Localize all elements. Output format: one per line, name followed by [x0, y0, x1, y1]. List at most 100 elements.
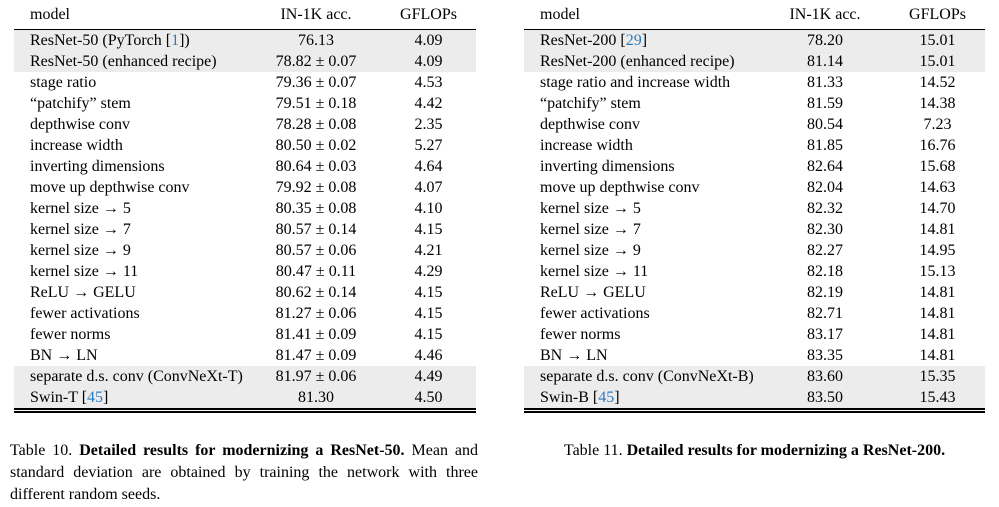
gflops-cell: 14.95 — [919, 242, 956, 259]
citation-link[interactable]: 45 — [87, 389, 104, 406]
in1k-acc-cell: 80.57 ± 0.06 — [275, 242, 357, 259]
gflops-cell: 4.50 — [414, 389, 443, 406]
table-row: fewer norms 81.41 ± 0.09 4.15 — [14, 324, 476, 345]
table-row: separate d.s. conv (ConvNeXt-B) 83.60 15.3… — [524, 366, 985, 387]
gflops-cell: 4.46 — [414, 347, 443, 364]
in1k-acc-cell: 81.30 — [298, 389, 334, 406]
in1k-acc-cell: 81.33 — [807, 74, 843, 91]
model-cell: Swin-T [45] — [30, 389, 109, 406]
in1k-acc-cell: 81.85 — [807, 137, 843, 154]
in1k-acc-cell: 82.04 — [807, 179, 843, 196]
table-resnet50-results: model IN-1K acc. GFLOPs ResNet-50 (PyTor… — [14, 0, 476, 413]
table-row: inverting dimensions 82.64 15.68 — [524, 156, 985, 177]
table-row: Swin-T [45] 81.30 4.50 — [14, 387, 476, 408]
table-resnet200-results: model IN-1K acc. GFLOPs ResNet-200 [29] 7… — [524, 0, 985, 413]
model-cell: inverting dimensions — [540, 158, 675, 175]
table-row: increase width 80.50 ± 0.02 5.27 — [14, 135, 476, 156]
model-cell: kernel size → 11 — [540, 263, 649, 280]
caption-label: Table 11. — [563, 442, 623, 459]
gflops-cell: 4.49 — [414, 368, 443, 385]
table-row: ResNet-50 (enhanced recipe) 78.82 ± 0.07 4… — [14, 51, 476, 72]
in1k-acc-cell: 83.50 — [807, 389, 843, 406]
table-row: ReLU → GELU 80.62 ± 0.14 4.15 — [14, 282, 476, 303]
table-row: fewer activations 82.71 14.81 — [524, 303, 985, 324]
in1k-acc-cell: 79.92 ± 0.08 — [275, 179, 357, 196]
table-row: move up depthwise conv 79.92 ± 0.08 4.07 — [14, 177, 476, 198]
model-cell: move up depthwise conv — [540, 179, 700, 196]
gflops-cell: 14.81 — [919, 347, 956, 364]
table-row: “patchify” stem 79.51 ± 0.18 4.42 — [14, 93, 476, 114]
table-row: kernel size → 11 82.18 15.13 — [524, 261, 985, 282]
table10-caption: Table 10. Detailed results for modernizi… — [10, 440, 478, 506]
citation-link[interactable]: 1 — [171, 32, 180, 49]
model-cell: depthwise conv — [540, 116, 640, 133]
citation-link[interactable]: 29 — [625, 32, 642, 49]
table-row: ResNet-200 [29] 78.20 15.01 — [524, 30, 985, 51]
gflops-cell: 15.43 — [919, 389, 956, 406]
in1k-acc-cell: 83.35 — [807, 347, 843, 364]
model-cell: ResNet-50 (enhanced recipe) — [30, 53, 217, 70]
model-cell: ReLU → GELU — [540, 284, 646, 301]
gflops-cell: 14.81 — [919, 326, 956, 343]
table-row: separate d.s. conv (ConvNeXt-T) 81.97 ± 0… — [14, 366, 476, 387]
in1k-acc-cell: 80.35 ± 0.08 — [275, 200, 357, 217]
citation-link[interactable]: 45 — [598, 389, 615, 406]
column-header-in1k-acc: IN-1K acc. — [280, 5, 352, 23]
in1k-acc-cell: 80.47 ± 0.11 — [275, 263, 357, 280]
caption-bold-text: Detailed results for modernizing a ResNe… — [79, 442, 405, 459]
in1k-acc-cell: 82.19 — [807, 284, 843, 301]
column-header-model: model — [540, 5, 580, 23]
model-cell: fewer activations — [540, 305, 650, 322]
gflops-cell: 15.35 — [919, 368, 956, 385]
gflops-cell: 14.63 — [919, 179, 956, 196]
model-cell: separate d.s. conv (ConvNeXt-B) — [540, 368, 754, 385]
model-cell: inverting dimensions — [30, 158, 165, 175]
model-cell: fewer activations — [30, 305, 140, 322]
model-cell: kernel size → 5 — [30, 200, 131, 217]
in1k-acc-cell: 81.47 ± 0.09 — [275, 347, 357, 364]
in1k-acc-cell: 78.20 — [807, 32, 843, 49]
gflops-cell: 16.76 — [919, 137, 956, 154]
table-row: Swin-B [45] 83.50 15.43 — [524, 387, 985, 408]
in1k-acc-cell: 82.18 — [807, 263, 843, 280]
in1k-acc-cell: 80.50 ± 0.02 — [275, 137, 357, 154]
table-row: increase width 81.85 16.76 — [524, 135, 985, 156]
table-row: kernel size → 7 82.30 14.81 — [524, 219, 985, 240]
in1k-acc-cell: 80.57 ± 0.14 — [275, 221, 357, 238]
in1k-acc-cell: 81.27 ± 0.06 — [275, 305, 357, 322]
in1k-acc-cell: 83.60 — [807, 368, 843, 385]
table-row: kernel size → 5 80.35 ± 0.08 4.10 — [14, 198, 476, 219]
gflops-cell: 14.81 — [919, 221, 956, 238]
caption-rest-text: Mean and standard deviation are obtained… — [10, 442, 479, 503]
model-cell: Swin-B [45] — [540, 389, 620, 406]
model-cell: ResNet-200 [29] — [540, 32, 648, 49]
model-cell: kernel size → 9 — [30, 242, 131, 259]
in1k-acc-cell: 82.30 — [807, 221, 843, 238]
in1k-acc-cell: 79.51 ± 0.18 — [275, 95, 357, 112]
model-cell: BN → LN — [540, 347, 608, 364]
model-cell: kernel size → 7 — [30, 221, 131, 238]
model-cell: fewer norms — [30, 326, 111, 343]
model-cell: “patchify” stem — [30, 95, 131, 112]
model-cell: kernel size → 7 — [540, 221, 641, 238]
table-row: kernel size → 7 80.57 ± 0.14 4.15 — [14, 219, 476, 240]
table-row: ResNet-50 (PyTorch [1]) 76.13 4.09 — [14, 30, 476, 51]
in1k-acc-cell: 78.82 ± 0.07 — [275, 53, 357, 70]
caption-bold-text: Detailed results for modernizing a ResNe… — [626, 442, 946, 459]
table-row: stage ratio 79.36 ± 0.07 4.53 — [14, 72, 476, 93]
gflops-cell: 15.01 — [919, 32, 956, 49]
table-row: “patchify” stem 81.59 14.38 — [524, 93, 985, 114]
gflops-cell: 4.07 — [414, 179, 443, 196]
table-row: move up depthwise conv 82.04 14.63 — [524, 177, 985, 198]
table-row: inverting dimensions 80.64 ± 0.03 4.64 — [14, 156, 476, 177]
table-body: ResNet-200 [29] 78.20 15.01 ResNet-200 (enh… — [524, 30, 985, 408]
model-cell: increase width — [540, 137, 633, 154]
table-row: ResNet-200 (enhanced recipe) 81.14 15.01 — [524, 51, 985, 72]
model-cell: kernel size → 5 — [540, 200, 641, 217]
model-cell: separate d.s. conv (ConvNeXt-T) — [30, 368, 243, 385]
table-header-row: model IN-1K acc. GFLOPs — [14, 0, 476, 30]
column-header-gflops: GFLOPs — [909, 5, 966, 23]
gflops-cell: 4.15 — [414, 284, 443, 301]
table11-caption: Table 11. Detailed results for modernizi… — [524, 440, 985, 462]
model-cell: kernel size → 11 — [30, 263, 139, 280]
